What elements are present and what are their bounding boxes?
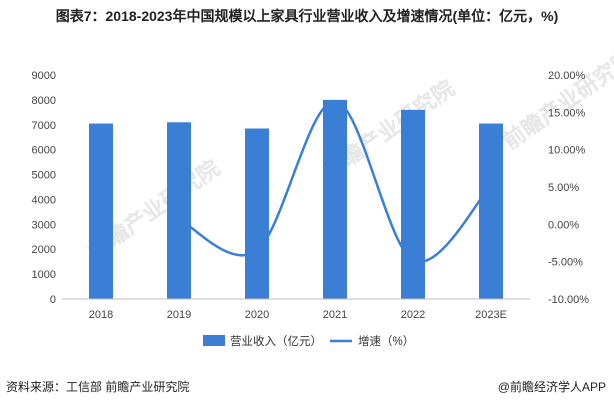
- legend: 营业收入（亿元） 增速（%）: [203, 334, 414, 348]
- x-tick-label: 2022: [401, 309, 425, 321]
- legend-bar-label: 营业收入（亿元）: [230, 334, 322, 348]
- bar-2019: [167, 122, 191, 300]
- bar-2021: [323, 99, 347, 299]
- left-tick-label: 4000: [32, 194, 56, 206]
- right-tick-label: 0.00%: [548, 219, 579, 231]
- legend-bar-swatch: [203, 335, 225, 346]
- left-tick-label: 2000: [32, 244, 56, 256]
- right-tick-label: 5.00%: [548, 182, 579, 194]
- x-tick-label: 2020: [245, 309, 269, 321]
- right-axis-ticks: -10.00% -5.00% 0.00% 5.00% 10.00% 15.00% 20.00…: [548, 70, 589, 306]
- bar-2018: [89, 123, 113, 300]
- x-tick-label: 2023E: [475, 309, 507, 321]
- left-axis-ticks: 0 1000 2000 3000 4000 5000 6000 7000 8000 9000: [32, 70, 56, 306]
- right-tick-label: 20.00%: [548, 70, 586, 82]
- left-tick-label: 6000: [32, 145, 56, 157]
- chart-title: 图表7：2018-2023年中国规模以上家具行业营业收入及增速情况(单位：亿元，…: [55, 8, 559, 24]
- left-tick-label: 7000: [32, 120, 56, 132]
- bar-2020: [245, 128, 269, 299]
- right-tick-label: 10.00%: [548, 145, 586, 157]
- watermark-text: 前瞻产业研究院: [499, 45, 614, 155]
- growth-line: [177, 99, 493, 264]
- bar-2023E: [479, 123, 503, 300]
- left-tick-label: 1000: [32, 269, 56, 281]
- x-tick-label: 2019: [167, 309, 191, 321]
- source-note: 资料来源：工信部 前瞻产业研究院: [6, 380, 190, 394]
- bars: [89, 99, 503, 300]
- x-axis-ticks: 2018 2019 2020 2021 2022 2023E: [89, 309, 507, 321]
- bar-2022: [401, 109, 425, 299]
- left-tick-label: 0: [50, 294, 56, 306]
- left-tick-label: 8000: [32, 95, 56, 107]
- right-tick-label: 15.00%: [548, 107, 586, 119]
- right-tick-label: -10.00%: [548, 294, 589, 306]
- right-tick-label: -5.00%: [548, 257, 583, 269]
- left-tick-label: 5000: [32, 170, 56, 182]
- x-tick-label: 2021: [323, 309, 347, 321]
- x-tick-label: 2018: [89, 309, 113, 321]
- left-tick-label: 9000: [32, 70, 56, 82]
- brand-credit: @前瞻经济学人APP: [497, 380, 606, 394]
- legend-line-label: 增速（%）: [358, 334, 414, 348]
- left-tick-label: 3000: [32, 219, 56, 231]
